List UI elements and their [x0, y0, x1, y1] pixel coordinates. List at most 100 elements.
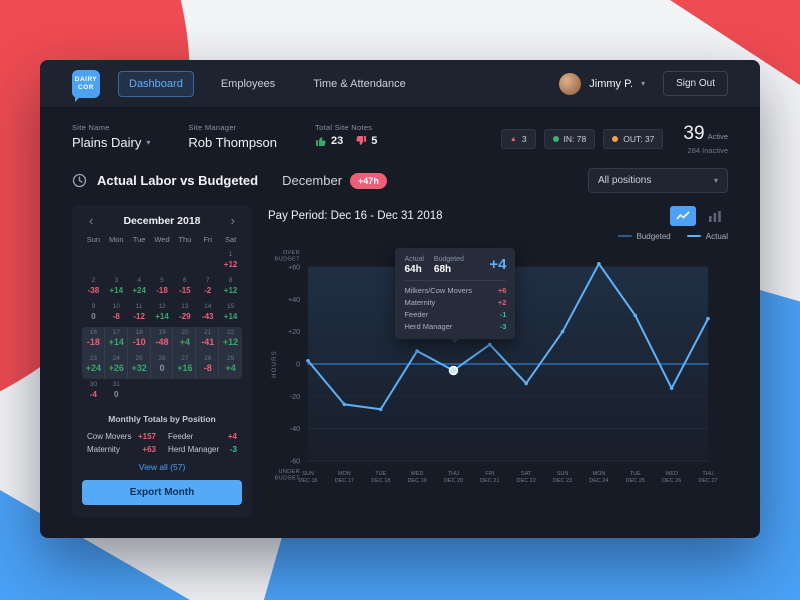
calendar-day-27[interactable]: 27 +16: [173, 353, 196, 379]
calendar-week: 30 -4 31 0: [82, 379, 242, 405]
calendar-day-14[interactable]: 14 -43: [201, 303, 214, 322]
calendar-day-28[interactable]: 28 -8: [196, 353, 219, 379]
calendar-day-15[interactable]: 15 +14: [223, 303, 238, 322]
calendar-day-26[interactable]: 26 0: [151, 353, 174, 379]
calendar-day-11[interactable]: 11 -12: [133, 303, 145, 322]
calendar-day-empty: [196, 379, 219, 405]
bar-chart-toggle[interactable]: [702, 206, 728, 226]
svg-text:-40: -40: [290, 426, 300, 433]
nav-item-dashboard[interactable]: Dashboard: [118, 70, 194, 97]
alert-badge[interactable]: ▲ 3: [500, 129, 536, 149]
calendar-day-23[interactable]: 23 +24: [82, 353, 105, 379]
employee-stats: 39 Active 284 Inactive: [683, 123, 728, 155]
chart-area: +60 +40 +20 0 -20 -40 -60 OVER BUDGET UNDER BUDGET…: [268, 247, 728, 497]
calendar-day-31[interactable]: 31 0: [112, 381, 120, 400]
calendar-day-20[interactable]: 20 +4: [173, 327, 196, 353]
positions-filter-value: All positions: [598, 175, 652, 186]
thumbs-down-count: 5: [371, 135, 378, 147]
calendar-day-5[interactable]: 5 -18: [156, 277, 168, 296]
tooltip-row: Feeder -1: [404, 310, 507, 320]
calendar-day-17[interactable]: 17 +14: [105, 327, 128, 353]
chevron-down-icon: ▾: [713, 176, 718, 185]
in-status-dot-icon: [552, 136, 559, 142]
positions-filter-select[interactable]: All positions ▾: [588, 168, 728, 193]
calendar-day-16[interactable]: 16 -18: [82, 327, 105, 353]
sign-out-button[interactable]: Sign Out: [663, 71, 728, 96]
calendar-day-13[interactable]: 13 -29: [179, 303, 191, 322]
site-name-select[interactable]: Plains Dairy ▾: [72, 135, 150, 150]
tooltip-position-rows: Milkers/Cow Movers +6 Maternity +2 Feeder -1 H…: [404, 285, 506, 333]
calendar-day-24[interactable]: 24 +26: [105, 353, 128, 379]
calendar-day-25[interactable]: 25 +32: [128, 353, 151, 379]
calendar-day-22[interactable]: 22 +12: [222, 329, 239, 348]
svg-text:OVER: OVER: [283, 250, 300, 256]
logo-text-line1: DAIRY: [74, 76, 98, 83]
dairycor-logo[interactable]: DAIRY COR: [72, 69, 100, 102]
calendar-day-7[interactable]: 7 -2: [204, 277, 212, 296]
site-manager-label: Site Manager: [188, 123, 237, 132]
calendar-day-empty: [219, 379, 242, 405]
chart-panel: Pay Period: Dec 16 - Dec 31 2018: [268, 205, 728, 517]
calendar-day-19[interactable]: 19 -48: [151, 327, 174, 353]
tooltip-row: Milkers/Cow Movers +6: [404, 286, 507, 296]
site-manager-name: Rob Thompson: [188, 135, 278, 150]
main-content: ‹ December 2018 › Sun Mon Tue Wed Thu Fri Sat …: [40, 201, 760, 517]
site-notes-block: Total Site Notes 23 5: [315, 123, 385, 147]
site-name-value: Plains Dairy: [72, 135, 142, 150]
calendar-weekday-header: Sun Mon Tue Wed Thu Fri Sat: [82, 235, 242, 249]
in-count: IN: 78: [563, 134, 587, 144]
calendar-day-3[interactable]: 3 +14: [109, 277, 124, 296]
section-title-row: Actual Labor vs Budgeted December +47h A…: [40, 166, 760, 201]
monthly-totals: Cow Movers +157 Maternity +63 Feeder +4 Herd M…: [82, 430, 242, 456]
thumbs-down-icon[interactable]: [355, 135, 367, 147]
tooltip-budgeted-label: Budgeted: [433, 256, 464, 264]
calendar-day-18[interactable]: 18 -10: [128, 327, 151, 353]
calendar-day-empty: [173, 249, 196, 275]
svg-text:HOURS: HOURS: [272, 350, 278, 378]
in-badge: IN: 78: [543, 129, 596, 149]
calendar-day-30[interactable]: 30 -4: [89, 381, 98, 400]
site-manager-block: Site Manager Rob Thompson: [188, 123, 277, 150]
user-name[interactable]: Jimmy P.: [589, 77, 634, 90]
svg-text:-20: -20: [290, 394, 300, 401]
user-avatar[interactable]: [559, 72, 582, 95]
site-notes-label: Total Site Notes: [315, 123, 373, 132]
site-status-area: ▲ 3 IN: 78 OUT: 37 39 Active 284 Inactive: [500, 123, 728, 155]
calendar-day-8[interactable]: 8 +12: [223, 277, 238, 296]
legend-item-actual: Actual: [686, 232, 728, 241]
nav-item-employees[interactable]: Employees: [220, 77, 276, 90]
calendar-day-10[interactable]: 10 -8: [112, 303, 120, 322]
alert-triangle-icon: ▲: [509, 135, 517, 143]
export-month-button[interactable]: Export Month: [82, 480, 242, 505]
calendar-day-6[interactable]: 6 -15: [179, 277, 191, 296]
line-chart-toggle[interactable]: [670, 206, 696, 226]
view-all-link[interactable]: View all (57): [138, 462, 186, 473]
calendar-day-4[interactable]: 4 +24: [132, 277, 146, 296]
calendar-day-2[interactable]: 2 -38: [87, 277, 100, 296]
calendar-day-12[interactable]: 12 +14: [155, 303, 169, 322]
svg-text:-60: -60: [290, 459, 300, 466]
user-menu-chevron-icon[interactable]: ▾: [641, 79, 646, 88]
calendar-prev-button[interactable]: ‹: [89, 213, 94, 228]
calendar-day-1[interactable]: 1 +12: [223, 251, 238, 270]
thumbs-up-count: 23: [331, 135, 344, 147]
logo-text-line2: COR: [78, 83, 94, 91]
calendar-day-29[interactable]: 29 +4: [225, 355, 236, 374]
pay-period-title: Pay Period: Dec 16 - Dec 31 2018: [268, 210, 443, 222]
tooltip-budgeted-value: 68h: [433, 264, 452, 276]
calendar-week: 1 +12: [82, 249, 242, 275]
inactive-count: 284 Inactive: [687, 146, 728, 155]
thumbs-up-icon[interactable]: [315, 135, 327, 147]
nav-item-time-attendance[interactable]: Time & Attendance: [313, 77, 406, 90]
calendar-next-button[interactable]: ›: [230, 213, 235, 228]
page-title: Actual Labor vs Budgeted: [97, 173, 259, 188]
calendar-day-21[interactable]: 21 -41: [196, 327, 219, 353]
position-total-row: Maternity +63: [87, 445, 156, 455]
calendar-week: 16 -18 17 +14 18 -10 19 -48 20 +4 21 -41 22 +12: [82, 327, 242, 354]
